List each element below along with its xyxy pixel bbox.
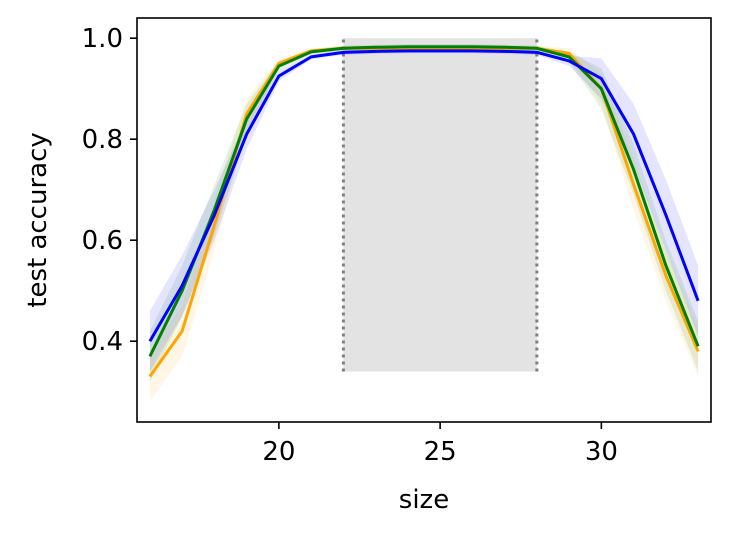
y-tick-label: 0.6 (82, 226, 123, 256)
y-tick-label: 1.0 (82, 24, 123, 54)
y-axis-label: test accuracy (23, 132, 53, 308)
x-tick-label: 20 (262, 437, 295, 467)
shaded-region (343, 38, 537, 372)
series-2-line (148, 45, 700, 358)
y-tick-label: 0.8 (82, 125, 123, 155)
x-tick-label: 30 (585, 437, 618, 467)
plot-frame (136, 17, 712, 423)
y-tick-label: 0.4 (82, 327, 123, 357)
series-3-line (148, 49, 700, 342)
x-axis-label: size (399, 485, 449, 515)
x-tick-label: 25 (424, 437, 457, 467)
